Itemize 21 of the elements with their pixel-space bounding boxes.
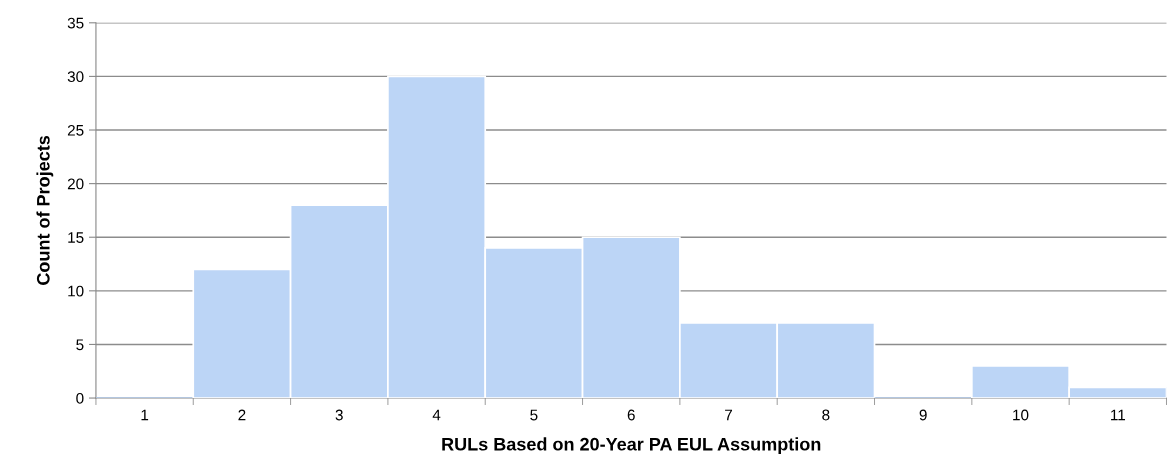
y-tick-label: 35: [67, 17, 84, 29]
x-tick-label: 7: [725, 409, 733, 421]
x-tick-label: 3: [335, 409, 343, 421]
x-tick-label: 1: [141, 409, 149, 421]
y-tick-label: 15: [68, 232, 84, 243]
x-tick-label: 5: [530, 409, 538, 421]
x-axis-title: RULs Based on 20-Year PA EUL Assumption: [442, 437, 821, 455]
y-tick-label: 5: [76, 339, 84, 351]
y-tick-label: 0: [76, 392, 84, 404]
x-tick-label: 4: [432, 409, 441, 421]
y-tick-label: 10: [68, 285, 84, 297]
x-tick-label: 9: [919, 409, 927, 421]
y-tick-label: 20: [67, 178, 84, 190]
y-tick-label: 25: [67, 124, 84, 136]
x-tick-label: 11: [1111, 409, 1126, 421]
x-tick-label: 10: [1013, 409, 1029, 421]
x-tick-label: 6: [627, 409, 635, 421]
y-axis-title: Count of Projects: [36, 135, 54, 285]
x-tick-label: 8: [822, 409, 830, 421]
y-tick-label: 30: [67, 71, 84, 83]
x-tick-label: 2: [238, 409, 246, 421]
